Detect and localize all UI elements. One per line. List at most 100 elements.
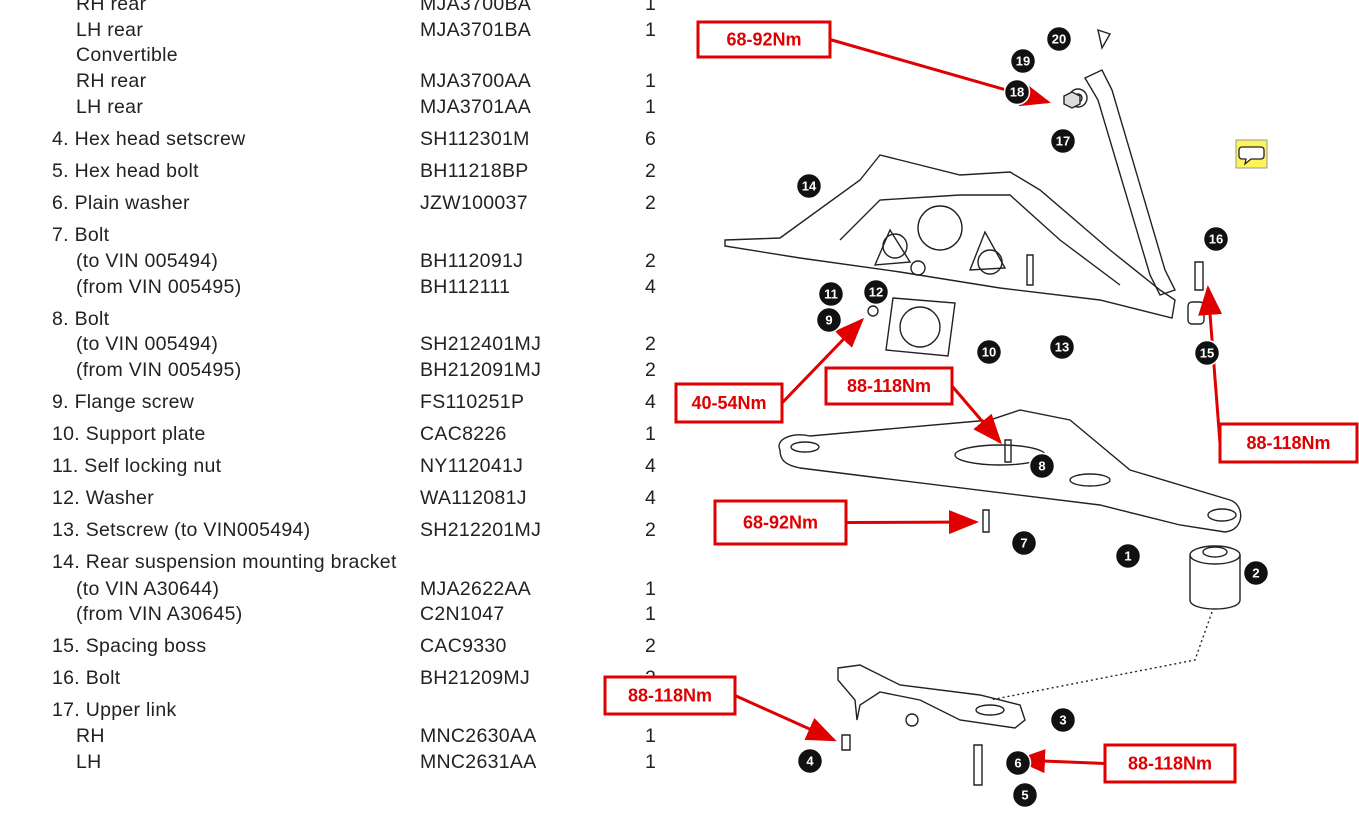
callout-dot	[796, 747, 824, 775]
part-number: SH212401MJ	[420, 333, 541, 355]
part-number: BH212091MJ	[420, 359, 541, 381]
part-label: 6. Plain washer	[52, 192, 190, 214]
part-number: MJA3701BA	[420, 19, 531, 41]
callout-dot	[862, 278, 890, 306]
part-number: JZW100037	[420, 192, 528, 214]
part-label: RH	[76, 725, 105, 747]
part-label: 9. Flange screw	[52, 391, 195, 413]
part-qty: 4	[645, 455, 656, 477]
callout-number: 17	[1056, 134, 1070, 149]
callout-number: 14	[802, 179, 817, 194]
part-label: (from VIN 005495)	[76, 276, 242, 298]
callout-number: 13	[1055, 340, 1069, 355]
callout-dot	[1009, 47, 1037, 75]
part-number: CAC9330	[420, 635, 507, 657]
comment-bubble	[1238, 146, 1265, 166]
torque-box	[696, 20, 832, 59]
part-label: 4. Hex head setscrew	[52, 128, 246, 150]
part-qty: 1	[645, 578, 656, 600]
callout-number: 3	[1059, 713, 1066, 728]
part-qty: 2	[645, 333, 656, 355]
callout-number: 6	[1014, 756, 1021, 771]
part-qty: 1	[645, 0, 656, 15]
part-label: 5. Hex head bolt	[52, 160, 199, 182]
part-qty: 1	[645, 751, 656, 773]
part-qty: 2	[645, 359, 656, 381]
part-qty: 1	[645, 725, 656, 747]
callout-number: 20	[1052, 32, 1066, 47]
part-number: MJA3701AA	[420, 96, 531, 118]
callout-number: 7	[1020, 536, 1027, 551]
torque-label: 88-118Nm	[1128, 754, 1212, 774]
callout-dot	[1028, 452, 1056, 480]
part-qty: 1	[645, 96, 656, 118]
torque-label: 88-118Nm	[628, 686, 712, 706]
part-number: BH112091J	[420, 250, 523, 272]
part-label: 13. Setscrew (to VIN005494)	[52, 519, 310, 541]
part-label: 7. Bolt	[52, 224, 110, 246]
callout-number: 1	[1124, 549, 1131, 564]
torque-arrow	[1198, 285, 1223, 444]
callout-number: 12	[869, 285, 883, 300]
callout-number: 19	[1016, 54, 1030, 69]
part-qty: 6	[645, 128, 656, 150]
part-qty: 2	[645, 519, 656, 541]
part-label: LH rear	[76, 96, 143, 118]
torque-box	[824, 366, 954, 406]
part-qty: 4	[645, 276, 656, 298]
callout-dot	[1049, 706, 1077, 734]
part-number: MNC2630AA	[420, 725, 537, 747]
callout-dot	[1003, 78, 1031, 106]
callout-number: 11	[824, 287, 838, 302]
torque-box	[713, 499, 848, 546]
callout-dot	[817, 280, 845, 308]
part-label: 10. Support plate	[52, 423, 206, 445]
part-number: WA112081J	[420, 487, 527, 509]
callout-dot	[815, 306, 843, 334]
part-qty: 2	[645, 635, 656, 657]
line-art	[724, 28, 1242, 786]
torque-box	[603, 675, 737, 716]
part-qty: 1	[645, 19, 656, 41]
callout-number: 9	[825, 313, 832, 328]
callout-dot	[1045, 25, 1073, 53]
callout-dot	[1010, 529, 1038, 557]
part-qty: 2	[645, 192, 656, 214]
comment-icon[interactable]	[1235, 139, 1268, 169]
part-number: FS110251P	[420, 391, 524, 413]
torque-label: 40-54Nm	[691, 393, 766, 413]
torque-arrow	[734, 694, 837, 742]
part-label: (from VIN 005495)	[76, 359, 242, 381]
torque-label: 88-118Nm	[847, 376, 931, 396]
callout-dot	[1193, 339, 1221, 367]
callout-dot	[1048, 333, 1076, 361]
callout-number: 16	[1209, 232, 1223, 247]
part-label: 14. Rear suspension mounting bracket	[52, 551, 397, 573]
callout-number: 5	[1021, 788, 1028, 803]
part-qty: 4	[645, 391, 656, 413]
part-number: SH112301M	[420, 128, 530, 150]
part-number: MJA3700BA	[420, 0, 531, 15]
part-label: 17. Upper link	[52, 699, 177, 721]
torque-arrow	[1015, 749, 1106, 774]
torque-label: 88-118Nm	[1246, 433, 1330, 453]
part-number: BH21209MJ	[420, 667, 530, 689]
part-number: MJA3700AA	[420, 70, 531, 92]
part-number: CAC8226	[420, 423, 507, 445]
part-qty: 4	[645, 487, 656, 509]
part-label: RH rear	[76, 70, 147, 92]
part-label: 8. Bolt	[52, 308, 110, 330]
part-qty: 2	[645, 160, 656, 182]
part-label: 16. Bolt	[52, 667, 121, 689]
part-number: C2N1047	[420, 603, 505, 625]
callout-dot	[1049, 127, 1077, 155]
torque-arrow	[950, 385, 1002, 445]
part-number: NY112041J	[420, 455, 523, 477]
part-label: RH rear	[76, 0, 147, 15]
callout-number: 8	[1038, 459, 1045, 474]
part-qty: 1	[645, 603, 656, 625]
part-qty: 1	[645, 423, 656, 445]
callout-number: 18	[1010, 85, 1024, 100]
